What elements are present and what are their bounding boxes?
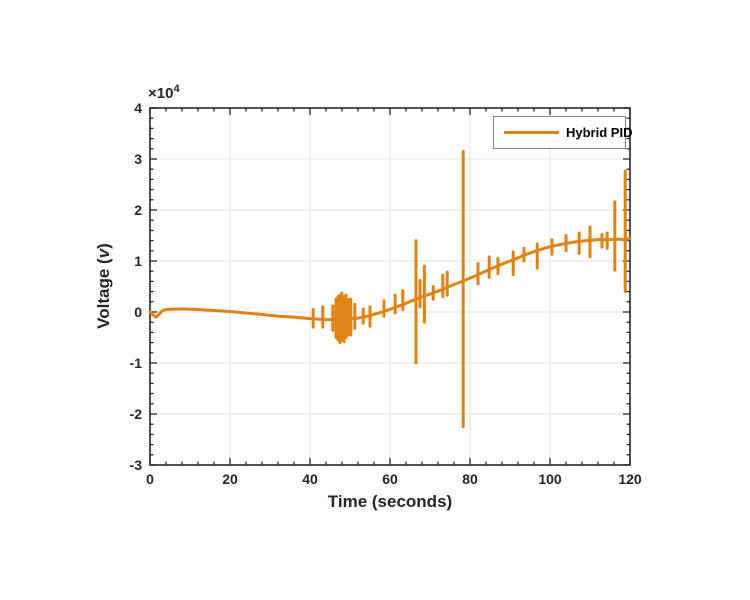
x-tick-label: 0 [146,471,154,487]
exponent-base: ×10 [148,85,174,102]
y-axis-exponent: ×104 [148,83,180,102]
x-tick-label: 40 [302,471,318,487]
y-axis-label: Voltage (v) [94,243,114,329]
x-tick-label: 60 [382,471,398,487]
y-axis-label-text: Voltage ( [94,258,113,329]
y-tick-label: 4 [134,100,142,116]
y-tick-label: 0 [134,304,142,320]
y-tick-label: -2 [130,406,143,422]
series-line [148,237,632,322]
legend[interactable]: Hybrid PID [493,116,632,149]
exponent-power: 4 [173,83,180,95]
y-axis-label-close: ) [94,243,113,249]
legend-label[interactable]: Hybrid PID [566,125,633,140]
y-tick-label: 2 [134,202,142,218]
y-tick-label: -3 [130,457,143,473]
x-tick-label: 80 [462,471,478,487]
x-tick-label: 100 [538,471,562,487]
y-tick-label: -1 [130,355,143,371]
x-tick-label: 20 [222,471,238,487]
y-axis-label-unit: v [94,248,113,259]
x-axis-label: Time (seconds) [327,492,453,511]
legend-line-sample [504,131,559,134]
y-tick-label: 1 [134,253,142,269]
x-tick-label: 120 [618,471,642,487]
y-tick-label: 3 [134,151,142,167]
